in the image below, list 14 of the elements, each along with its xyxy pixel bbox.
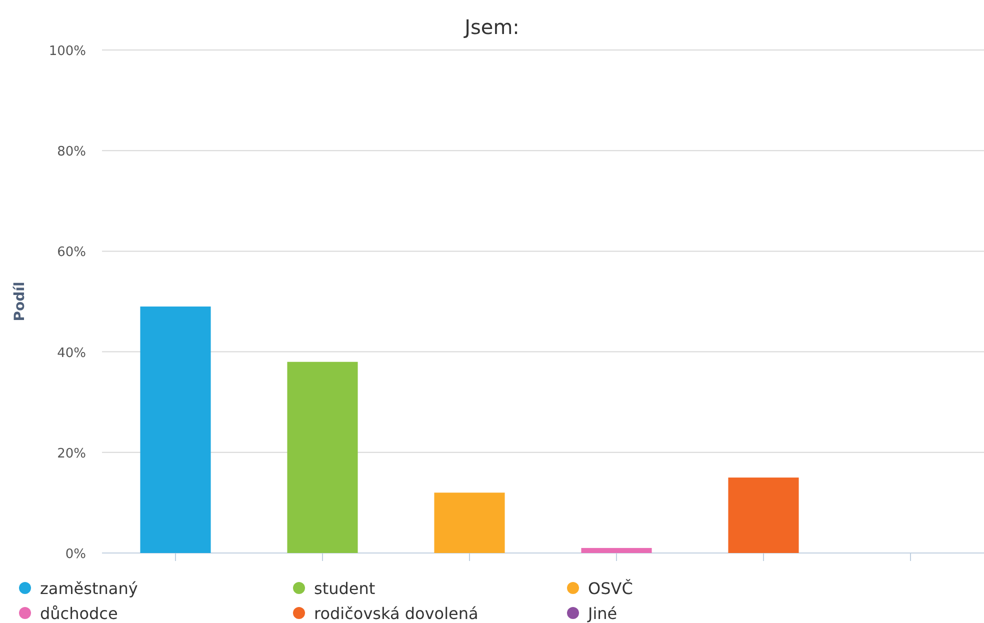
y-tick-label: 40% xyxy=(57,346,86,361)
legend-label: Jiné xyxy=(587,604,618,623)
legend-label: student xyxy=(314,579,376,598)
chart-title: Jsem: xyxy=(462,15,520,39)
y-tick-label: 100% xyxy=(48,44,86,59)
legend-label: rodičovská dovolená xyxy=(314,604,478,623)
legend-label: důchodce xyxy=(40,604,118,623)
legend-label: OSVČ xyxy=(588,579,633,598)
y-tick-label: 80% xyxy=(57,144,86,160)
y-tick-label: 60% xyxy=(57,245,86,260)
legend-label: zaměstnaný xyxy=(40,579,138,598)
y-axis-title: Podíl xyxy=(12,282,28,322)
y-tick-label: 0% xyxy=(65,547,86,562)
y-tick-label: 20% xyxy=(57,446,86,462)
